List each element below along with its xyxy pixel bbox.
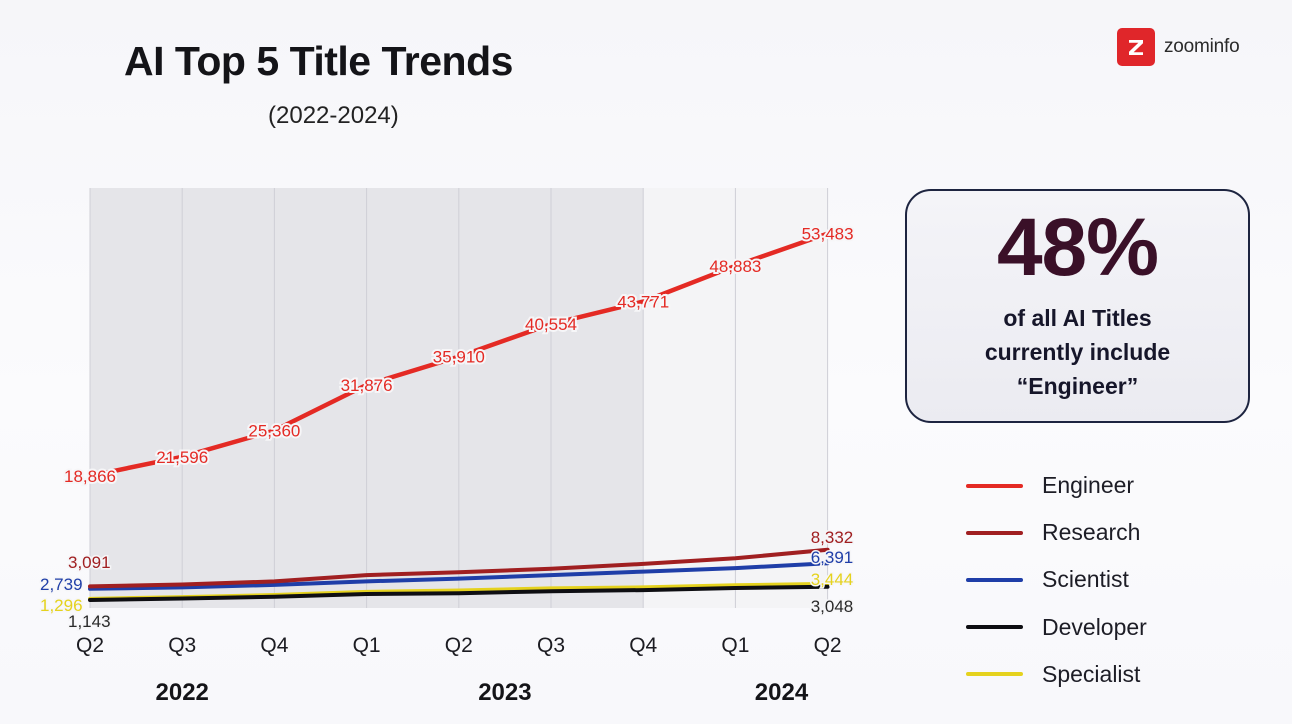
zoominfo-logo-icon <box>1117 28 1155 66</box>
x-tick-label-4: Q2 <box>445 634 473 657</box>
line-chart: 18,866 21,596 25,360 31,876 35,910 40,554 43,7… <box>39 188 856 706</box>
data-label-engineer-5: 40,554 <box>525 315 577 334</box>
data-label-engineer-4: 35,910 <box>433 348 485 367</box>
stat-callout-card: 48% of all AI Titles currently include “… <box>905 189 1250 423</box>
legend-item-developer: Developer <box>966 604 1147 651</box>
data-label-developer-start: 1,143 <box>68 612 111 631</box>
series-line-research <box>88 547 830 589</box>
legend-label-scientist: Scientist <box>1042 566 1129 593</box>
data-label-research-end: 8,332 <box>811 528 854 547</box>
data-label-specialist-end: 3,444 <box>811 570 854 589</box>
data-label-specialist-start: 1,296 <box>40 596 83 615</box>
data-label-engineer-2: 25,360 <box>248 421 300 440</box>
data-label-engineer-0: 18,866 <box>64 467 116 486</box>
brand-logo: zoominfo <box>1117 28 1240 66</box>
x-tick-label-7: Q1 <box>721 634 749 657</box>
year-label-2023: 2023 <box>478 679 531 706</box>
legend-label-engineer: Engineer <box>1042 472 1135 499</box>
stat-line-2: currently include <box>984 339 1171 365</box>
series-line-engineer <box>87 231 830 479</box>
brand-name: zoominfo <box>1164 36 1240 57</box>
series-line-scientist <box>88 561 830 591</box>
stat-line-3: “Engineer” <box>1016 373 1139 399</box>
x-tick-label-0: Q2 <box>76 634 104 657</box>
legend-swatch-research <box>966 530 1023 535</box>
stat-percentage: 48% <box>996 202 1159 293</box>
x-tick-label-1: Q3 <box>168 634 196 657</box>
chart-subtitle: (2022-2024) <box>268 102 399 129</box>
x-tick-label-3: Q1 <box>353 634 381 657</box>
data-label-engineer-3: 31,876 <box>341 376 393 395</box>
year-label-2022: 2022 <box>156 679 209 706</box>
year-label-2024: 2024 <box>755 679 809 706</box>
data-label-scientist-start: 2,739 <box>40 575 83 594</box>
legend-label-research: Research <box>1042 519 1141 546</box>
chart-legend: Engineer Research Scientist Developer Sp… <box>966 462 1147 698</box>
legend-item-engineer: Engineer <box>966 462 1147 509</box>
stat-line-1: of all AI Titles <box>1003 305 1152 331</box>
legend-item-specialist: Specialist <box>966 651 1147 698</box>
data-label-engineer-1: 21,596 <box>156 448 208 467</box>
legend-item-research: Research <box>966 509 1147 556</box>
x-tick-label-8: Q2 <box>814 634 842 657</box>
x-tick-label-6: Q4 <box>629 634 657 657</box>
x-tick-label-5: Q3 <box>537 634 565 657</box>
legend-swatch-scientist <box>966 577 1023 582</box>
data-label-engineer-6: 43,771 <box>617 293 669 312</box>
data-label-engineer-7: 48,883 <box>709 257 761 276</box>
legend-swatch-developer <box>966 625 1023 630</box>
legend-swatch-specialist <box>966 672 1023 677</box>
legend-label-developer: Developer <box>1042 613 1147 640</box>
data-label-developer-end: 3,048 <box>811 597 854 616</box>
legend-item-scientist: Scientist <box>966 556 1147 603</box>
chart-title: AI Top 5 Title Trends <box>124 38 513 84</box>
series-line-developer <box>88 584 830 602</box>
legend-swatch-engineer <box>966 483 1023 488</box>
legend-label-specialist: Specialist <box>1042 660 1141 687</box>
data-label-scientist-end: 6,391 <box>811 548 854 567</box>
data-label-research-start: 3,091 <box>68 553 111 572</box>
x-tick-label-2: Q4 <box>260 634 288 657</box>
stat-description: of all AI Titles currently include “Engi… <box>907 301 1248 403</box>
data-label-engineer-8: 53,483 <box>802 225 854 244</box>
